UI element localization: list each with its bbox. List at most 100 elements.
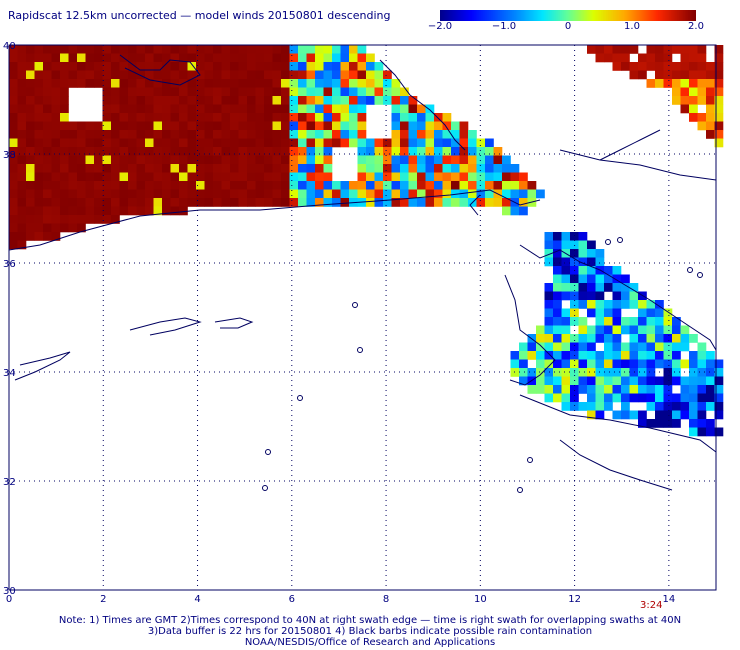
wind-cell — [255, 147, 265, 156]
wind-cell — [196, 172, 205, 182]
wind-cell — [17, 240, 27, 250]
wind-cell — [128, 62, 137, 71]
wind-cell — [425, 189, 435, 199]
wind-cell — [621, 325, 630, 335]
wind-cell — [493, 172, 503, 182]
wind-cell — [306, 70, 316, 80]
wind-cell — [281, 172, 290, 182]
wind-cell — [587, 45, 596, 54]
wind-cell — [595, 274, 605, 284]
wind-cell — [111, 53, 120, 63]
wind-cell — [315, 147, 324, 156]
wind-cell — [655, 402, 664, 411]
wind-cell — [315, 62, 324, 71]
wind-cell — [26, 53, 35, 63]
wind-cell — [646, 419, 656, 428]
wind-cell — [221, 87, 231, 97]
wind-cell — [689, 376, 698, 386]
wind-cell — [179, 164, 188, 173]
wind-cell — [655, 62, 664, 71]
wind-cell — [349, 104, 358, 114]
wind-cell — [170, 53, 180, 63]
wind-cell — [587, 291, 596, 301]
wind-cell — [621, 359, 630, 369]
wind-cell — [77, 164, 86, 173]
wind-cell — [510, 181, 520, 190]
wind-cell — [306, 121, 316, 131]
wind-cell — [162, 164, 171, 173]
wind-cell — [306, 113, 316, 122]
wind-cell — [570, 359, 579, 369]
wind-cell — [94, 70, 103, 80]
wind-cell — [672, 351, 681, 360]
wind-cell — [94, 215, 103, 224]
wind-cell — [204, 53, 214, 63]
wind-cell — [289, 181, 299, 190]
wind-cell — [51, 189, 61, 199]
wind-cell — [578, 368, 588, 377]
wind-cell — [255, 130, 265, 139]
wind-cell — [646, 393, 656, 403]
wind-cell — [102, 215, 112, 224]
wind-cell — [689, 62, 698, 71]
wind-cell — [111, 215, 120, 224]
wind-cell — [383, 87, 392, 97]
wind-cell — [595, 300, 605, 309]
wind-cell — [400, 87, 409, 97]
wind-cell — [578, 402, 588, 411]
wind-cell — [238, 121, 248, 131]
wind-cell — [102, 189, 112, 199]
wind-cell — [400, 198, 409, 207]
wind-cell — [43, 172, 52, 182]
wind-cell — [646, 308, 656, 318]
wind-cell — [629, 62, 639, 71]
wind-cell — [102, 130, 112, 139]
wind-cell — [196, 113, 205, 122]
wind-cell — [111, 87, 120, 97]
wind-cell — [366, 189, 375, 199]
wind-cell — [655, 351, 664, 360]
wind-cell — [272, 189, 282, 199]
wind-cell — [77, 206, 86, 216]
wind-cell — [612, 317, 622, 326]
wind-cell — [17, 223, 27, 233]
wind-cell — [128, 189, 137, 199]
wind-cell — [417, 113, 426, 122]
wind-cell — [315, 155, 324, 165]
wind-cell — [111, 45, 120, 54]
wind-cell — [442, 130, 452, 139]
wind-cell — [179, 181, 188, 190]
wind-cell — [221, 172, 231, 182]
wind-cell — [315, 79, 324, 88]
wind-cell — [247, 121, 256, 131]
wind-cell — [459, 189, 469, 199]
wind-cell — [9, 45, 18, 54]
wind-cell — [629, 342, 639, 352]
wind-cell — [468, 147, 477, 156]
wind-cell — [434, 164, 443, 173]
y-tick-label: 32 — [3, 477, 16, 488]
wind-cell — [187, 121, 197, 131]
wind-cell — [170, 87, 180, 97]
wind-cell — [179, 189, 188, 199]
wind-cell — [145, 164, 154, 173]
wind-cell — [561, 351, 571, 360]
wind-cell — [238, 113, 248, 122]
wind-cell — [519, 198, 528, 207]
wind-cell — [604, 45, 613, 54]
wind-cell — [298, 70, 307, 80]
island — [262, 485, 268, 491]
wind-cell — [196, 189, 205, 199]
wind-cell — [544, 291, 554, 301]
wind-cell — [26, 181, 35, 190]
wind-cell — [230, 189, 239, 199]
wind-cell — [136, 104, 146, 114]
wind-cell — [119, 198, 129, 207]
wind-cell — [77, 70, 86, 80]
wind-cell — [68, 223, 78, 233]
wind-cell — [196, 62, 205, 71]
wind-cell — [638, 359, 647, 369]
wind-cell — [595, 385, 605, 394]
wind-cell — [162, 147, 171, 156]
wind-cell — [680, 393, 690, 403]
